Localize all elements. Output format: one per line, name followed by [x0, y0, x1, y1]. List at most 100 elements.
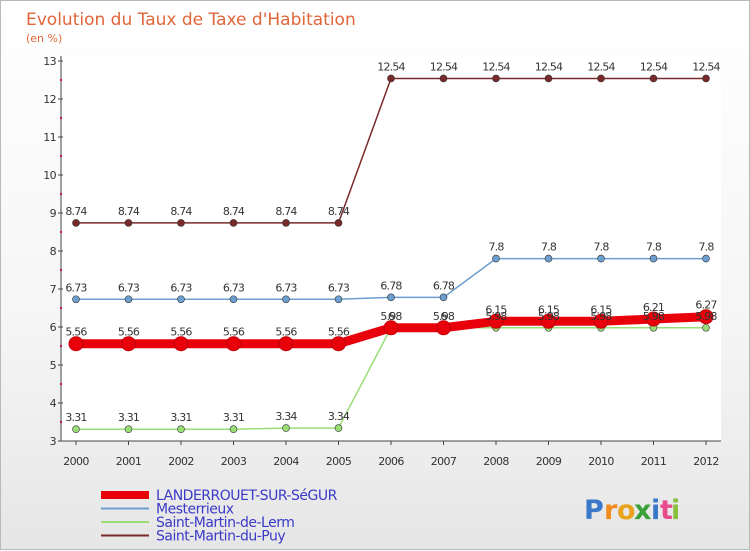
series-1-point	[646, 311, 661, 327]
data-label-series-1: 6	[440, 310, 447, 323]
series-4-point	[649, 74, 658, 83]
data-label-series-4: 12.54	[692, 60, 720, 73]
logo-letter: r	[604, 495, 618, 526]
series-2-point	[544, 254, 553, 263]
series-1-point	[593, 313, 609, 329]
data-label-series-3: 5.98	[538, 310, 560, 323]
series-2-point	[282, 295, 290, 304]
series-4-point	[492, 74, 500, 83]
data-label-series-1: 6.15	[485, 303, 507, 316]
series-4-point	[229, 219, 238, 227]
y-tick-label: 12	[43, 93, 56, 106]
data-label-series-1: 6.15	[590, 303, 612, 316]
series-4-point	[124, 219, 133, 227]
data-label-series-4: 12.54	[430, 60, 458, 73]
x-tick-label: 2010	[588, 455, 614, 468]
data-label-series-2: 6.73	[328, 281, 350, 294]
data-label-series-4: 8.74	[118, 205, 140, 218]
data-label-series-1: 5.56	[223, 326, 245, 339]
series-3-point	[282, 424, 290, 432]
logo-letter: i	[651, 495, 660, 526]
series-1-point	[698, 309, 714, 325]
data-label-series-1: 5.56	[275, 326, 297, 339]
data-label-series-3: 3.31	[118, 411, 139, 424]
data-label-series-2: 7.8	[541, 241, 557, 254]
data-label-series-4: 12.54	[482, 60, 510, 73]
series-3-point	[177, 425, 185, 434]
data-label-series-3: 3.34	[328, 410, 350, 423]
series-3-point	[229, 425, 238, 434]
series-1-point	[331, 336, 346, 352]
x-tick-label: 2007	[431, 455, 457, 468]
legend-label-3: Saint-Martin-de-Lerm	[156, 515, 294, 531]
y-tick-label: 3	[50, 435, 57, 448]
series-1-point	[383, 320, 399, 336]
data-label-series-3: 5.98	[590, 310, 612, 323]
series-1-point	[121, 336, 136, 352]
data-label-series-1: 5.56	[328, 326, 350, 339]
series-1-point	[68, 336, 84, 352]
y-tick-label: 7	[50, 283, 57, 296]
data-label-series-2: 7.8	[593, 241, 609, 254]
series-3-point	[72, 425, 80, 434]
data-label-series-1: 6.27	[695, 299, 717, 312]
data-label-series-3: 3.31	[170, 411, 191, 424]
series-4-point	[387, 74, 395, 83]
data-label-series-1: 5.56	[170, 326, 192, 339]
series-2-point	[334, 295, 343, 304]
series-lines	[68, 74, 714, 434]
legend: LANDERROUET-SUR-SéGURMesterrieuxSaint-Ma…	[101, 488, 338, 545]
y-tick-label: 10	[43, 169, 56, 182]
y-tick-label: 4	[50, 397, 57, 410]
data-label-series-4: 8.74	[275, 205, 297, 218]
data-label-series-1: 5.56	[65, 326, 87, 339]
series-1-point	[278, 336, 294, 352]
data-label-series-4: 12.54	[377, 60, 405, 73]
x-tick-label: 2002	[168, 455, 194, 468]
y-tick-label: 5	[50, 359, 57, 372]
plot-area	[61, 56, 721, 441]
x-tick-label: 2011	[641, 455, 667, 468]
data-label-series-3: 3.34	[275, 410, 297, 423]
x-tick-label: 2008	[483, 455, 509, 468]
legend-label-2: Mesterrieux	[156, 502, 234, 518]
series-2-point	[702, 254, 710, 263]
series-1-point	[541, 313, 556, 329]
series-4-point	[282, 219, 290, 227]
series-1-point	[436, 320, 451, 336]
axes: 3 4 5 6 7 8 9 10 11 12 13 2000 2001 2002 2003 2004 2005 2…	[43, 55, 721, 468]
data-labels: 5.56 5.56 5.56 5.56 5.56 5.56 6 6 6.15 6.15 6.15 6.…	[65, 60, 721, 424]
data-label-series-3: 5.98	[433, 310, 455, 323]
series-4-point	[439, 74, 448, 83]
data-label-series-4: 12.54	[587, 60, 615, 73]
data-label-series-2: 6.73	[275, 281, 297, 294]
data-label-series-1: 6.15	[538, 303, 560, 316]
data-label-series-3: 3.31	[65, 411, 86, 424]
x-tick-label: 2005	[326, 455, 352, 468]
data-label-series-1: 6	[388, 310, 395, 323]
data-label-series-2: 7.8	[488, 241, 504, 254]
series-3-point	[334, 424, 343, 432]
series-2-point	[387, 293, 395, 302]
series-4-point	[702, 74, 710, 83]
series-2-point	[649, 254, 658, 263]
data-label-series-3: 5.98	[643, 310, 665, 323]
series-1-point	[226, 336, 241, 352]
data-label-series-3: 3.31	[223, 411, 244, 424]
x-tick-label: 2003	[221, 455, 247, 468]
data-label-series-4: 8.74	[65, 205, 87, 218]
series-4-point	[72, 219, 80, 227]
x-tick-label: 2012	[693, 455, 719, 468]
series-2-point	[229, 295, 238, 304]
chart-title: Evolution du Taux de Taxe d'Habitation	[26, 10, 356, 30]
data-label-series-3: 5.98	[485, 310, 507, 323]
x-tick-label: 2006	[378, 455, 404, 468]
y-tick-label: 9	[50, 207, 57, 220]
series-2-point	[597, 254, 605, 263]
data-label-series-3: 5.98	[380, 310, 402, 323]
legend-label-1: LANDERROUET-SUR-SéGUR	[156, 488, 338, 504]
series-3-point	[702, 323, 710, 332]
logo-letter: t	[660, 495, 673, 526]
